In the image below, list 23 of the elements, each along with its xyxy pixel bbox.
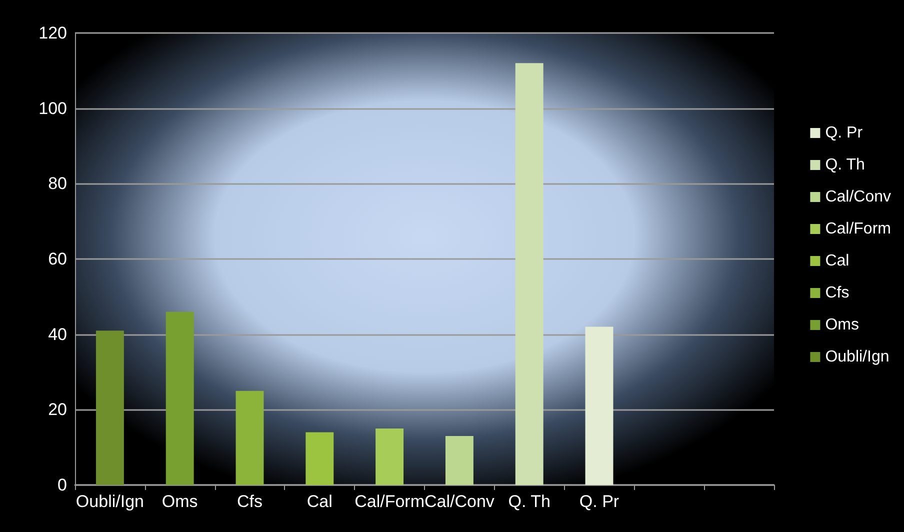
x-tick-label: Oubli/Ign bbox=[76, 492, 144, 511]
y-tick-label: 100 bbox=[38, 98, 67, 118]
x-tick-label: Cal/Form bbox=[354, 492, 425, 511]
y-tick-label: 40 bbox=[48, 324, 67, 344]
legend-label: Oubli/Ign bbox=[825, 348, 890, 366]
x-tick-label: Oms bbox=[162, 492, 198, 511]
legend-label: Oms bbox=[825, 316, 859, 334]
x-tick-label: Q. Pr bbox=[579, 492, 620, 511]
y-tick-label: 60 bbox=[48, 250, 67, 268]
y-tick-label: 120 bbox=[38, 24, 67, 42]
legend-label: Q. Pr bbox=[825, 124, 864, 142]
y-tick-label: 0 bbox=[58, 476, 67, 494]
legend-label: Cal/Form bbox=[825, 220, 891, 238]
x-tick-label: Cfs bbox=[237, 492, 262, 511]
x-tick-label: Q. Th bbox=[508, 492, 550, 511]
legend-label: Cfs bbox=[825, 284, 850, 302]
legend-label: Cal/Conv bbox=[825, 188, 892, 206]
x-tick-label: Cal bbox=[306, 492, 332, 511]
y-tick-label: 80 bbox=[48, 174, 67, 194]
legend-label: Cal bbox=[825, 252, 850, 270]
y-tick-label: 20 bbox=[48, 400, 67, 420]
legend-label: Q. Th bbox=[825, 156, 865, 174]
x-tick-label: Cal/Conv bbox=[424, 492, 495, 511]
